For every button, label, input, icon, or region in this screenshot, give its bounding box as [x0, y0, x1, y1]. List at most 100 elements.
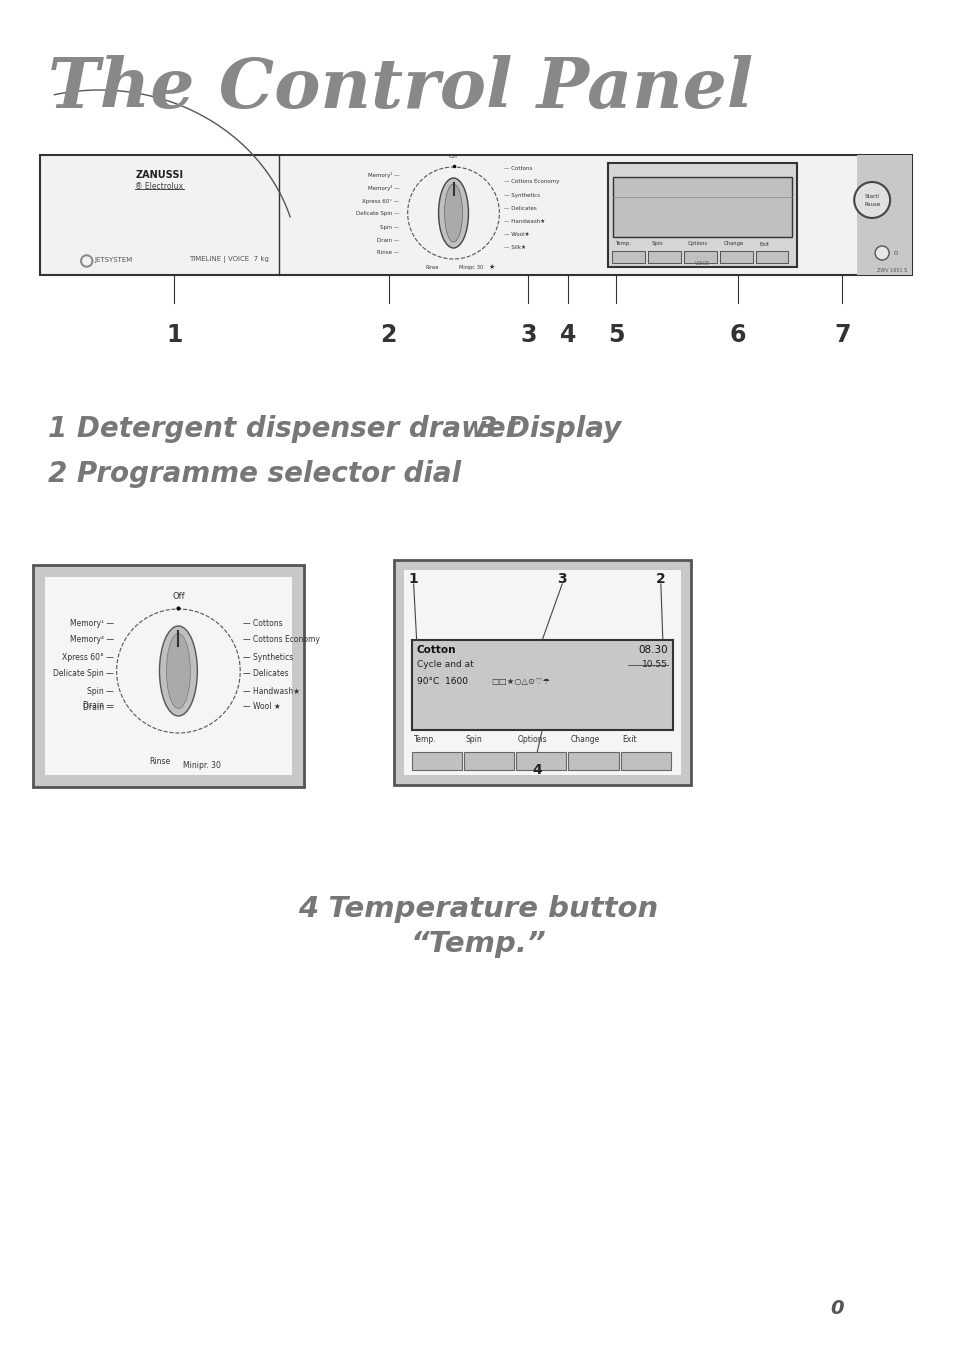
- Text: 3: 3: [519, 323, 536, 347]
- Text: — Cottons Economy: — Cottons Economy: [243, 636, 320, 644]
- Text: Drain —: Drain —: [83, 702, 113, 710]
- Text: — Synthetics: — Synthetics: [243, 652, 294, 662]
- Text: 4: 4: [532, 763, 541, 778]
- Text: 6: 6: [729, 323, 745, 347]
- Text: 3: 3: [557, 572, 566, 586]
- Text: Temp.: Temp.: [414, 736, 436, 744]
- Text: 5: 5: [607, 323, 623, 347]
- Text: Xpress 60° —: Xpress 60° —: [362, 198, 399, 204]
- Circle shape: [81, 255, 92, 267]
- Circle shape: [874, 246, 888, 261]
- Bar: [719, 251, 752, 263]
- Text: Change: Change: [723, 242, 743, 247]
- Text: ZWV 1651 S: ZWV 1651 S: [876, 269, 906, 273]
- Bar: [412, 752, 461, 769]
- Text: Memory² —: Memory² —: [70, 636, 113, 644]
- Text: Rinse: Rinse: [150, 757, 171, 767]
- Text: Options: Options: [517, 736, 547, 744]
- Text: Rinse —: Rinse —: [377, 251, 399, 255]
- Text: Temp.: Temp.: [616, 242, 631, 247]
- Bar: [516, 752, 566, 769]
- Bar: [412, 640, 672, 730]
- Text: 4 Temperature button: 4 Temperature button: [298, 895, 658, 923]
- Text: Minipr. 30: Minipr. 30: [458, 265, 482, 270]
- Bar: [612, 251, 644, 263]
- Text: Cycle and at: Cycle and at: [416, 660, 473, 670]
- Bar: [755, 251, 787, 263]
- Text: Spin —: Spin —: [380, 224, 399, 230]
- Text: 1 Detergent dispenser drawer: 1 Detergent dispenser drawer: [48, 414, 518, 443]
- Text: ® Electrolux: ® Electrolux: [135, 182, 183, 190]
- Text: 08.30: 08.30: [638, 645, 667, 655]
- Bar: [394, 560, 690, 784]
- Text: Exit: Exit: [622, 736, 637, 744]
- Ellipse shape: [444, 184, 462, 242]
- Bar: [568, 752, 618, 769]
- Text: 10.55: 10.55: [641, 660, 667, 670]
- Bar: [40, 155, 911, 275]
- Text: Off: Off: [449, 154, 457, 159]
- Text: 2: 2: [380, 323, 396, 347]
- Text: ZANUSSI: ZANUSSI: [135, 170, 183, 180]
- Text: — Wool ★: — Wool ★: [243, 702, 281, 710]
- Text: Spin: Spin: [465, 736, 482, 744]
- Text: Change: Change: [570, 736, 599, 744]
- Text: 90°C  1600: 90°C 1600: [416, 676, 467, 686]
- Text: — Handwash★: — Handwash★: [504, 219, 545, 224]
- Text: — Delicates: — Delicates: [504, 205, 537, 211]
- Text: — Silk★: — Silk★: [504, 244, 526, 250]
- Text: 3 Display: 3 Display: [478, 414, 621, 443]
- Text: Delicate Spin —: Delicate Spin —: [355, 212, 399, 216]
- Bar: [613, 177, 792, 238]
- Text: Memory² —: Memory² —: [368, 185, 399, 190]
- Text: Spin: Spin: [651, 242, 662, 247]
- Text: 0: 0: [830, 1299, 843, 1318]
- Text: JETSYSTEM: JETSYSTEM: [94, 256, 132, 263]
- Text: Memory¹ —: Memory¹ —: [70, 618, 113, 628]
- Bar: [463, 752, 514, 769]
- Text: TIMELINE | VOICE  7 kg: TIMELINE | VOICE 7 kg: [190, 256, 269, 263]
- Text: 2 Programme selector dial: 2 Programme selector dial: [48, 460, 460, 487]
- Text: — Cottons Economy: — Cottons Economy: [504, 180, 559, 185]
- Text: 7: 7: [833, 323, 850, 347]
- Bar: [32, 566, 304, 787]
- Ellipse shape: [438, 178, 468, 248]
- Bar: [647, 251, 680, 263]
- Text: Memory¹ —: Memory¹ —: [368, 171, 399, 178]
- Ellipse shape: [166, 633, 191, 709]
- Bar: [683, 251, 716, 263]
- Text: — Handwash★: — Handwash★: [243, 687, 300, 695]
- Bar: [403, 570, 680, 775]
- Text: Drain —: Drain —: [83, 703, 113, 713]
- Text: 4: 4: [559, 323, 576, 347]
- Text: Options: Options: [687, 242, 707, 247]
- Text: — Wool★: — Wool★: [504, 231, 529, 236]
- Text: ★: ★: [488, 265, 495, 270]
- Text: □□★○△⊙♡☂: □□★○△⊙♡☂: [491, 676, 550, 686]
- Text: — Cottons: — Cottons: [243, 618, 282, 628]
- Circle shape: [853, 182, 889, 217]
- Bar: [857, 155, 911, 275]
- Text: 1: 1: [408, 572, 418, 586]
- Bar: [607, 163, 797, 267]
- Text: VOICE: VOICE: [695, 261, 709, 266]
- Text: Off: Off: [172, 593, 185, 601]
- Text: Delicate Spin —: Delicate Spin —: [52, 670, 113, 679]
- Text: “Temp.”: “Temp.”: [410, 930, 546, 958]
- Circle shape: [83, 256, 91, 265]
- Text: o: o: [893, 250, 898, 256]
- Bar: [619, 752, 670, 769]
- Text: The Control Panel: The Control Panel: [48, 55, 752, 123]
- Ellipse shape: [159, 626, 197, 716]
- Text: Start/: Start/: [863, 193, 879, 198]
- Text: 2: 2: [656, 572, 665, 586]
- Text: Xpress 60° —: Xpress 60° —: [62, 652, 113, 662]
- Bar: [45, 576, 292, 775]
- Text: Exit: Exit: [759, 242, 769, 247]
- Text: 1: 1: [166, 323, 182, 347]
- Text: Drain —: Drain —: [377, 238, 399, 243]
- Text: — Cottons: — Cottons: [504, 166, 532, 171]
- Text: Minipr. 30: Minipr. 30: [183, 760, 221, 770]
- Text: Rinse: Rinse: [425, 265, 438, 270]
- Text: Cotton: Cotton: [416, 645, 456, 655]
